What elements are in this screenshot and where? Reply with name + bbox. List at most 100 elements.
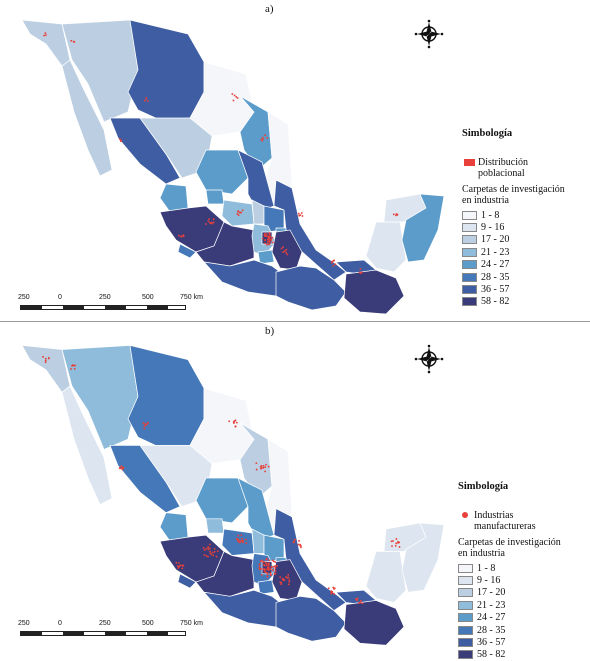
- population-point: [334, 263, 337, 266]
- population-point: [264, 232, 266, 235]
- industry-point: [205, 554, 208, 557]
- industry-point: [270, 574, 272, 577]
- legend-subtitle: Carpetas de investigación en industria: [458, 537, 561, 559]
- state-hidalgo: [263, 205, 285, 233]
- legend-class-row: 28 - 35: [462, 271, 586, 283]
- population-point: [267, 241, 269, 243]
- state-oaxaca: [275, 265, 347, 311]
- population-point: [358, 271, 361, 274]
- state-morelos: [257, 249, 275, 265]
- industry-point: [391, 545, 393, 547]
- scale-label: 500: [142, 294, 154, 301]
- industry-point: [121, 468, 124, 471]
- industry-point: [358, 602, 361, 604]
- choropleth-map-a: [21, 19, 445, 315]
- population-square-icon: [464, 159, 475, 166]
- population-point: [268, 240, 271, 243]
- population-point: [43, 34, 45, 37]
- legend-class-label: 28 - 35: [481, 271, 510, 283]
- scale-bar: 250 0 250 500 750 km: [18, 620, 208, 640]
- population-point: [395, 213, 398, 215]
- industry-point: [208, 543, 211, 546]
- industry-point: [331, 591, 334, 594]
- legend-class-row: 24 - 27: [462, 259, 586, 271]
- industry-point: [333, 593, 336, 595]
- population-point: [267, 243, 270, 246]
- industry-point: [245, 542, 248, 545]
- legend-class-label: 36 - 57: [477, 637, 506, 649]
- industry-point: [392, 540, 394, 542]
- industry-point: [203, 549, 206, 551]
- industry-point: [333, 587, 336, 590]
- industry-point: [213, 550, 216, 553]
- population-point: [285, 252, 288, 254]
- legend-point-label: Distribución poblacional: [478, 157, 528, 179]
- scale-label: 750 km: [180, 620, 203, 627]
- industry-point: [271, 559, 274, 562]
- industry-point: [361, 602, 364, 605]
- industry-point: [260, 573, 263, 576]
- state-colima: [177, 243, 197, 259]
- population-point: [210, 221, 213, 224]
- industry-point: [398, 541, 401, 544]
- industry-point: [255, 462, 258, 465]
- industry-point: [260, 559, 263, 562]
- industry-point: [142, 422, 145, 425]
- legend-class-label: 1 - 8: [477, 562, 496, 574]
- legend-class-row: 17 - 20: [458, 587, 586, 599]
- industry-point: [263, 568, 266, 570]
- state-campeche: [365, 221, 407, 273]
- state-baja-california-sur: [61, 59, 113, 177]
- population-point: [282, 251, 285, 253]
- scale-label: 500: [142, 620, 154, 627]
- industry-point: [268, 562, 270, 565]
- population-point: [72, 40, 75, 43]
- industry-point: [265, 564, 268, 567]
- population-point: [212, 218, 215, 220]
- industry-point: [287, 576, 290, 579]
- industry-point: [237, 538, 240, 540]
- legend-swatch: [458, 600, 473, 610]
- population-point: [285, 248, 288, 251]
- population-point: [280, 247, 283, 250]
- population-point: [264, 242, 266, 245]
- population-point: [212, 221, 215, 224]
- industry-point: [240, 534, 243, 537]
- population-point: [297, 212, 300, 215]
- population-point: [182, 235, 185, 238]
- legend-class-row: 17 - 20: [462, 234, 586, 246]
- state-baja-california-sur: [61, 385, 113, 506]
- state-chihuahua: [127, 344, 205, 448]
- population-point: [180, 235, 183, 238]
- north-arrow-compass-icon: [414, 344, 444, 374]
- industry-point: [228, 420, 231, 423]
- scale-label: 0: [58, 294, 62, 301]
- population-point: [241, 209, 244, 212]
- industry-point: [270, 566, 273, 569]
- legend-class-row: 9 - 16: [462, 221, 586, 233]
- legend-swatch: [462, 297, 477, 307]
- population-point: [359, 272, 362, 274]
- panel-divider: [0, 321, 590, 322]
- industry-point: [267, 564, 270, 566]
- legend-point-entry: Distribución poblacional: [462, 157, 586, 179]
- population-point: [237, 210, 240, 213]
- population-point: [261, 237, 264, 240]
- industry-point: [266, 571, 268, 574]
- panel-label: a): [265, 3, 274, 15]
- state-chiapas: [343, 600, 405, 646]
- map-panel-b: b) Simbología Industrias manufactureras …: [0, 323, 590, 661]
- industry-point: [235, 421, 238, 424]
- industry-dot-icon: [462, 512, 468, 518]
- industry-point: [299, 544, 302, 547]
- legend-class-label: 58 - 82: [481, 296, 510, 308]
- industry-point: [268, 559, 271, 562]
- legend-class-label: 28 - 35: [477, 624, 506, 636]
- industry-point: [265, 463, 267, 466]
- population-point: [395, 214, 397, 217]
- industry-point: [234, 425, 237, 428]
- legend-swatch: [462, 210, 477, 220]
- population-point: [270, 239, 273, 241]
- legend-swatch: [458, 588, 473, 598]
